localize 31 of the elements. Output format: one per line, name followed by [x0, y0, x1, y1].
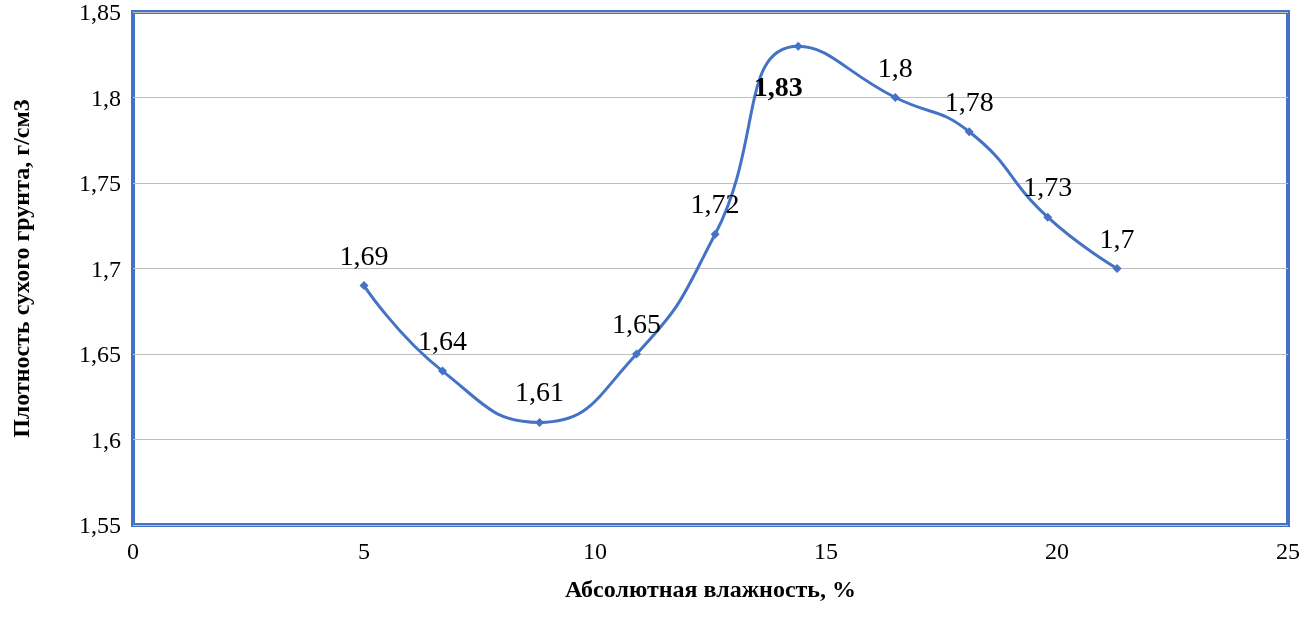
x-tick-label: 0 [127, 538, 139, 564]
data-label: 1,69 [339, 239, 389, 271]
point [438, 366, 448, 376]
y-tick-label: 1,55 [79, 512, 121, 538]
y-tick-label: 1,8 [91, 84, 121, 111]
x-tick-label: 25 [1276, 538, 1300, 564]
point [632, 349, 642, 359]
point [1043, 212, 1053, 222]
y-tick-label: 1,7 [91, 255, 121, 282]
data-label: 1,7 [1099, 222, 1135, 254]
y-tick-label: 1,75 [79, 170, 121, 196]
y-tick-label: 1,85 [79, 0, 121, 25]
data-label: 1,8 [877, 51, 913, 83]
point [964, 127, 974, 137]
data-label: 1,78 [944, 85, 994, 117]
x-tick-label: 20 [1045, 538, 1069, 564]
point [1112, 264, 1122, 273]
data-label: 1,61 [515, 376, 565, 408]
data-label: 1,64 [418, 325, 468, 357]
y-axis-title: Плотность сухого грунта, г/см3 [8, 99, 34, 438]
x-tick-label: 15 [814, 538, 838, 564]
data-label: 1,73 [1023, 171, 1073, 203]
y-tick-label: 1,6 [91, 426, 121, 453]
point [710, 229, 720, 239]
data-label: 1,65 [612, 308, 662, 339]
x-tick-label: 5 [358, 538, 370, 564]
x-tick-label: 10 [583, 538, 607, 564]
y-tick-label: 1,65 [79, 341, 121, 367]
point [890, 93, 900, 102]
point [359, 281, 369, 291]
x-axis-title: Абсолютная влажность, % [564, 576, 857, 602]
